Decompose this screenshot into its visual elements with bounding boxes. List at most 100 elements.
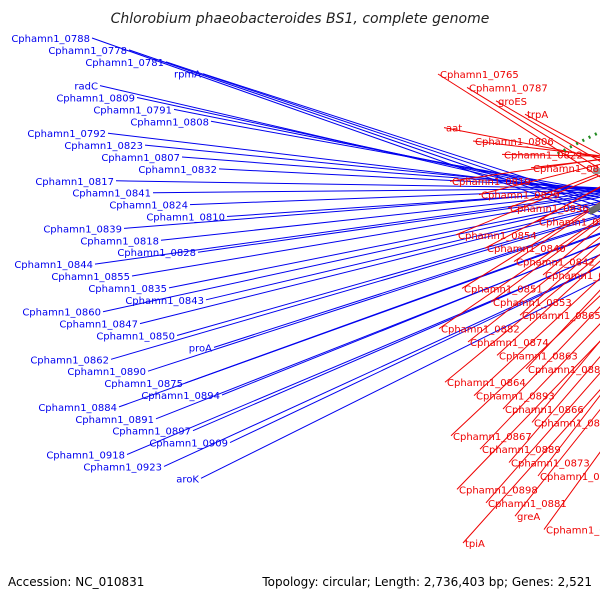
forward-gene-label-Cphamn1_0828: Cphamn1_0828 xyxy=(117,248,196,259)
topology-summary-text: Topology: circular; Length: 2,736,403 bp… xyxy=(261,575,592,589)
forward-gene-label-Cphamn1_0808: Cphamn1_0808 xyxy=(130,117,209,128)
leader-line xyxy=(466,86,600,170)
leader-line xyxy=(181,156,600,190)
leader-line xyxy=(226,190,600,217)
reverse-gene-label-Cphamn1_0813: Cphamn1_0813 xyxy=(533,164,600,175)
reverse-gene-label-aat: aat xyxy=(446,124,462,135)
gc-ring-outer xyxy=(556,130,600,156)
reverse-gene-label-Cphamn1_0822: Cphamn1_0822 xyxy=(504,150,583,161)
reverse-gene-label-Cphamn1_0854: Cphamn1_0854 xyxy=(458,231,537,242)
label-leader-lines xyxy=(91,37,600,544)
forward-gene-label-Cphamn1_0909: Cphamn1_0909 xyxy=(149,439,228,450)
forward-gene-label-Cphamn1_0839: Cphamn1_0839 xyxy=(43,224,122,235)
leader-line xyxy=(513,203,600,263)
reverse-gene-label-Cphamn1_0898: Cphamn1_0898 xyxy=(459,485,538,496)
forward-gene-label-Cphamn1_0824: Cphamn1_0824 xyxy=(109,201,188,212)
leader-line xyxy=(131,196,600,277)
feature-ring xyxy=(592,168,600,174)
reverse-gene-label-Cphamn1_0888: Cphamn1_0888 xyxy=(534,418,600,429)
leader-line xyxy=(502,306,600,410)
leader-line xyxy=(139,208,600,325)
forward-gene-label-Cphamn1_0884: Cphamn1_0884 xyxy=(38,403,117,414)
forward-gene-label-Cphamn1_0860: Cphamn1_0860 xyxy=(22,308,101,319)
genome-title: Chlorobium phaeobacteroides BS1, complet… xyxy=(111,11,490,27)
leader-line xyxy=(437,73,600,178)
reverse-gene-label-greA: greA xyxy=(517,512,540,523)
forward-gene-label-Cphamn1_0781: Cphamn1_0781 xyxy=(85,58,164,69)
leader-line xyxy=(449,158,600,182)
reverse-gene-label-Cphamn1_0836: Cphamn1_0836 xyxy=(510,204,589,215)
leader-line xyxy=(438,217,600,330)
leader-line xyxy=(525,289,600,370)
forward-gene-label-Cphamn1_0897: Cphamn1_0897 xyxy=(112,427,191,438)
forward-gene-label-Cphamn1_0843: Cphamn1_0843 xyxy=(125,296,204,307)
reverse-gene-label-trpA: trpA xyxy=(527,110,548,121)
reverse-gene-label-Cphamn1_0874: Cphamn1_0874 xyxy=(470,338,549,349)
leader-line xyxy=(102,202,600,313)
leader-line xyxy=(501,153,600,157)
reverse-gene-label-Cphamn1_0853: Cphamn1_0853 xyxy=(493,298,572,309)
reverse-gene-label-Cphamn1_0848: Cphamn1_0848 xyxy=(545,271,600,282)
reverse-gene-label-Cphamn1_0892: Cphamn1_0892 xyxy=(540,472,600,483)
forward-gene-label-Cphamn1_0810: Cphamn1_0810 xyxy=(146,213,225,224)
leader-line xyxy=(168,201,600,289)
leader-line xyxy=(450,295,600,437)
reverse-gene-label-Cphamn1_0787: Cphamn1_0787 xyxy=(469,83,548,94)
leader-line xyxy=(189,188,600,206)
reverse-gene-label-Cphamn1_0842: Cphamn1_0842 xyxy=(516,258,595,269)
feature-block xyxy=(592,168,600,174)
reverse-gene-label-Cphamn1_0863: Cphamn1_0863 xyxy=(499,351,578,362)
forward-gene-label-Cphamn1_0817: Cphamn1_0817 xyxy=(35,177,114,188)
leader-line xyxy=(110,216,600,360)
forward-gene-label-Cphamn1_0918: Cphamn1_0918 xyxy=(46,451,125,462)
leader-line xyxy=(163,266,600,467)
leader-line xyxy=(524,113,600,156)
leader-line xyxy=(531,340,600,423)
leader-line xyxy=(462,389,600,544)
leader-line xyxy=(496,260,600,356)
leader-line xyxy=(192,254,600,432)
leader-line xyxy=(456,340,600,490)
leader-line xyxy=(478,163,600,196)
reverse-gene-label-Cphamn1_0864: Cphamn1_0864 xyxy=(447,378,526,389)
forward-gene-label-Cphamn1_0847: Cphamn1_0847 xyxy=(59,320,138,331)
forward-gene-label-Cphamn1_0923: Cphamn1_0923 xyxy=(83,462,162,473)
forward-gene-label-aroK: aroK xyxy=(176,474,199,485)
leader-line xyxy=(152,188,600,194)
leader-line xyxy=(519,243,600,316)
reverse-gene-label-Cphamn1_0851: Cphamn1_0851 xyxy=(464,284,543,295)
reverse-gene-label-Cphamn1_0873: Cphamn1_0873 xyxy=(511,459,590,470)
leader-line xyxy=(479,323,600,450)
reverse-gene-label-Cphamn1_0866: Cphamn1_0866 xyxy=(505,405,584,416)
leader-line xyxy=(147,223,600,372)
reverse-gene-label-Cphamn1_0881: Cphamn1_0881 xyxy=(488,499,567,510)
leader-line xyxy=(205,206,600,301)
forward-gene-label-Cphamn1_0894: Cphamn1_0894 xyxy=(141,391,220,402)
reverse-gene-label-Cphamn1_0819: Cphamn1_0819 xyxy=(452,177,531,188)
leader-line xyxy=(155,243,600,420)
forward-gene-label-Cphamn1_0890: Cphamn1_0890 xyxy=(67,367,146,378)
leader-line xyxy=(467,236,600,343)
leader-line xyxy=(507,172,600,209)
forward-gene-label-Cphamn1_0835: Cphamn1_0835 xyxy=(88,284,167,295)
forward-gene-label-Cphamn1_0791: Cphamn1_0791 xyxy=(93,105,172,116)
reverse-gene-label-tpiA: tpiA xyxy=(465,539,485,550)
leader-line xyxy=(200,279,600,479)
reverse-gene-label-Cphamn1_0806: Cphamn1_0806 xyxy=(475,137,554,148)
reverse-gene-label-Cphamn1_0899: Cphamn1_0899 xyxy=(546,526,600,537)
forward-gene-label-Cphamn1_0807: Cphamn1_0807 xyxy=(101,153,180,164)
forward-gene-label-Cphamn1_0792: Cphamn1_0792 xyxy=(27,129,106,140)
reverse-gene-label-Cphamn1_0837: Cphamn1_0837 xyxy=(539,217,600,228)
leader-line xyxy=(473,277,600,396)
reverse-gene-label-Cphamn1_0880: Cphamn1_0880 xyxy=(528,365,600,376)
leader-line xyxy=(484,186,600,249)
forward-gene-label-radC: radC xyxy=(74,82,98,93)
forward-gene-label-Cphamn1_0891: Cphamn1_0891 xyxy=(75,415,154,426)
leader-line xyxy=(542,225,600,276)
leader-line xyxy=(94,193,600,265)
leader-line xyxy=(472,140,600,157)
reverse-gene-label-Cphamn1_0829: Cphamn1_0829 xyxy=(481,191,560,202)
